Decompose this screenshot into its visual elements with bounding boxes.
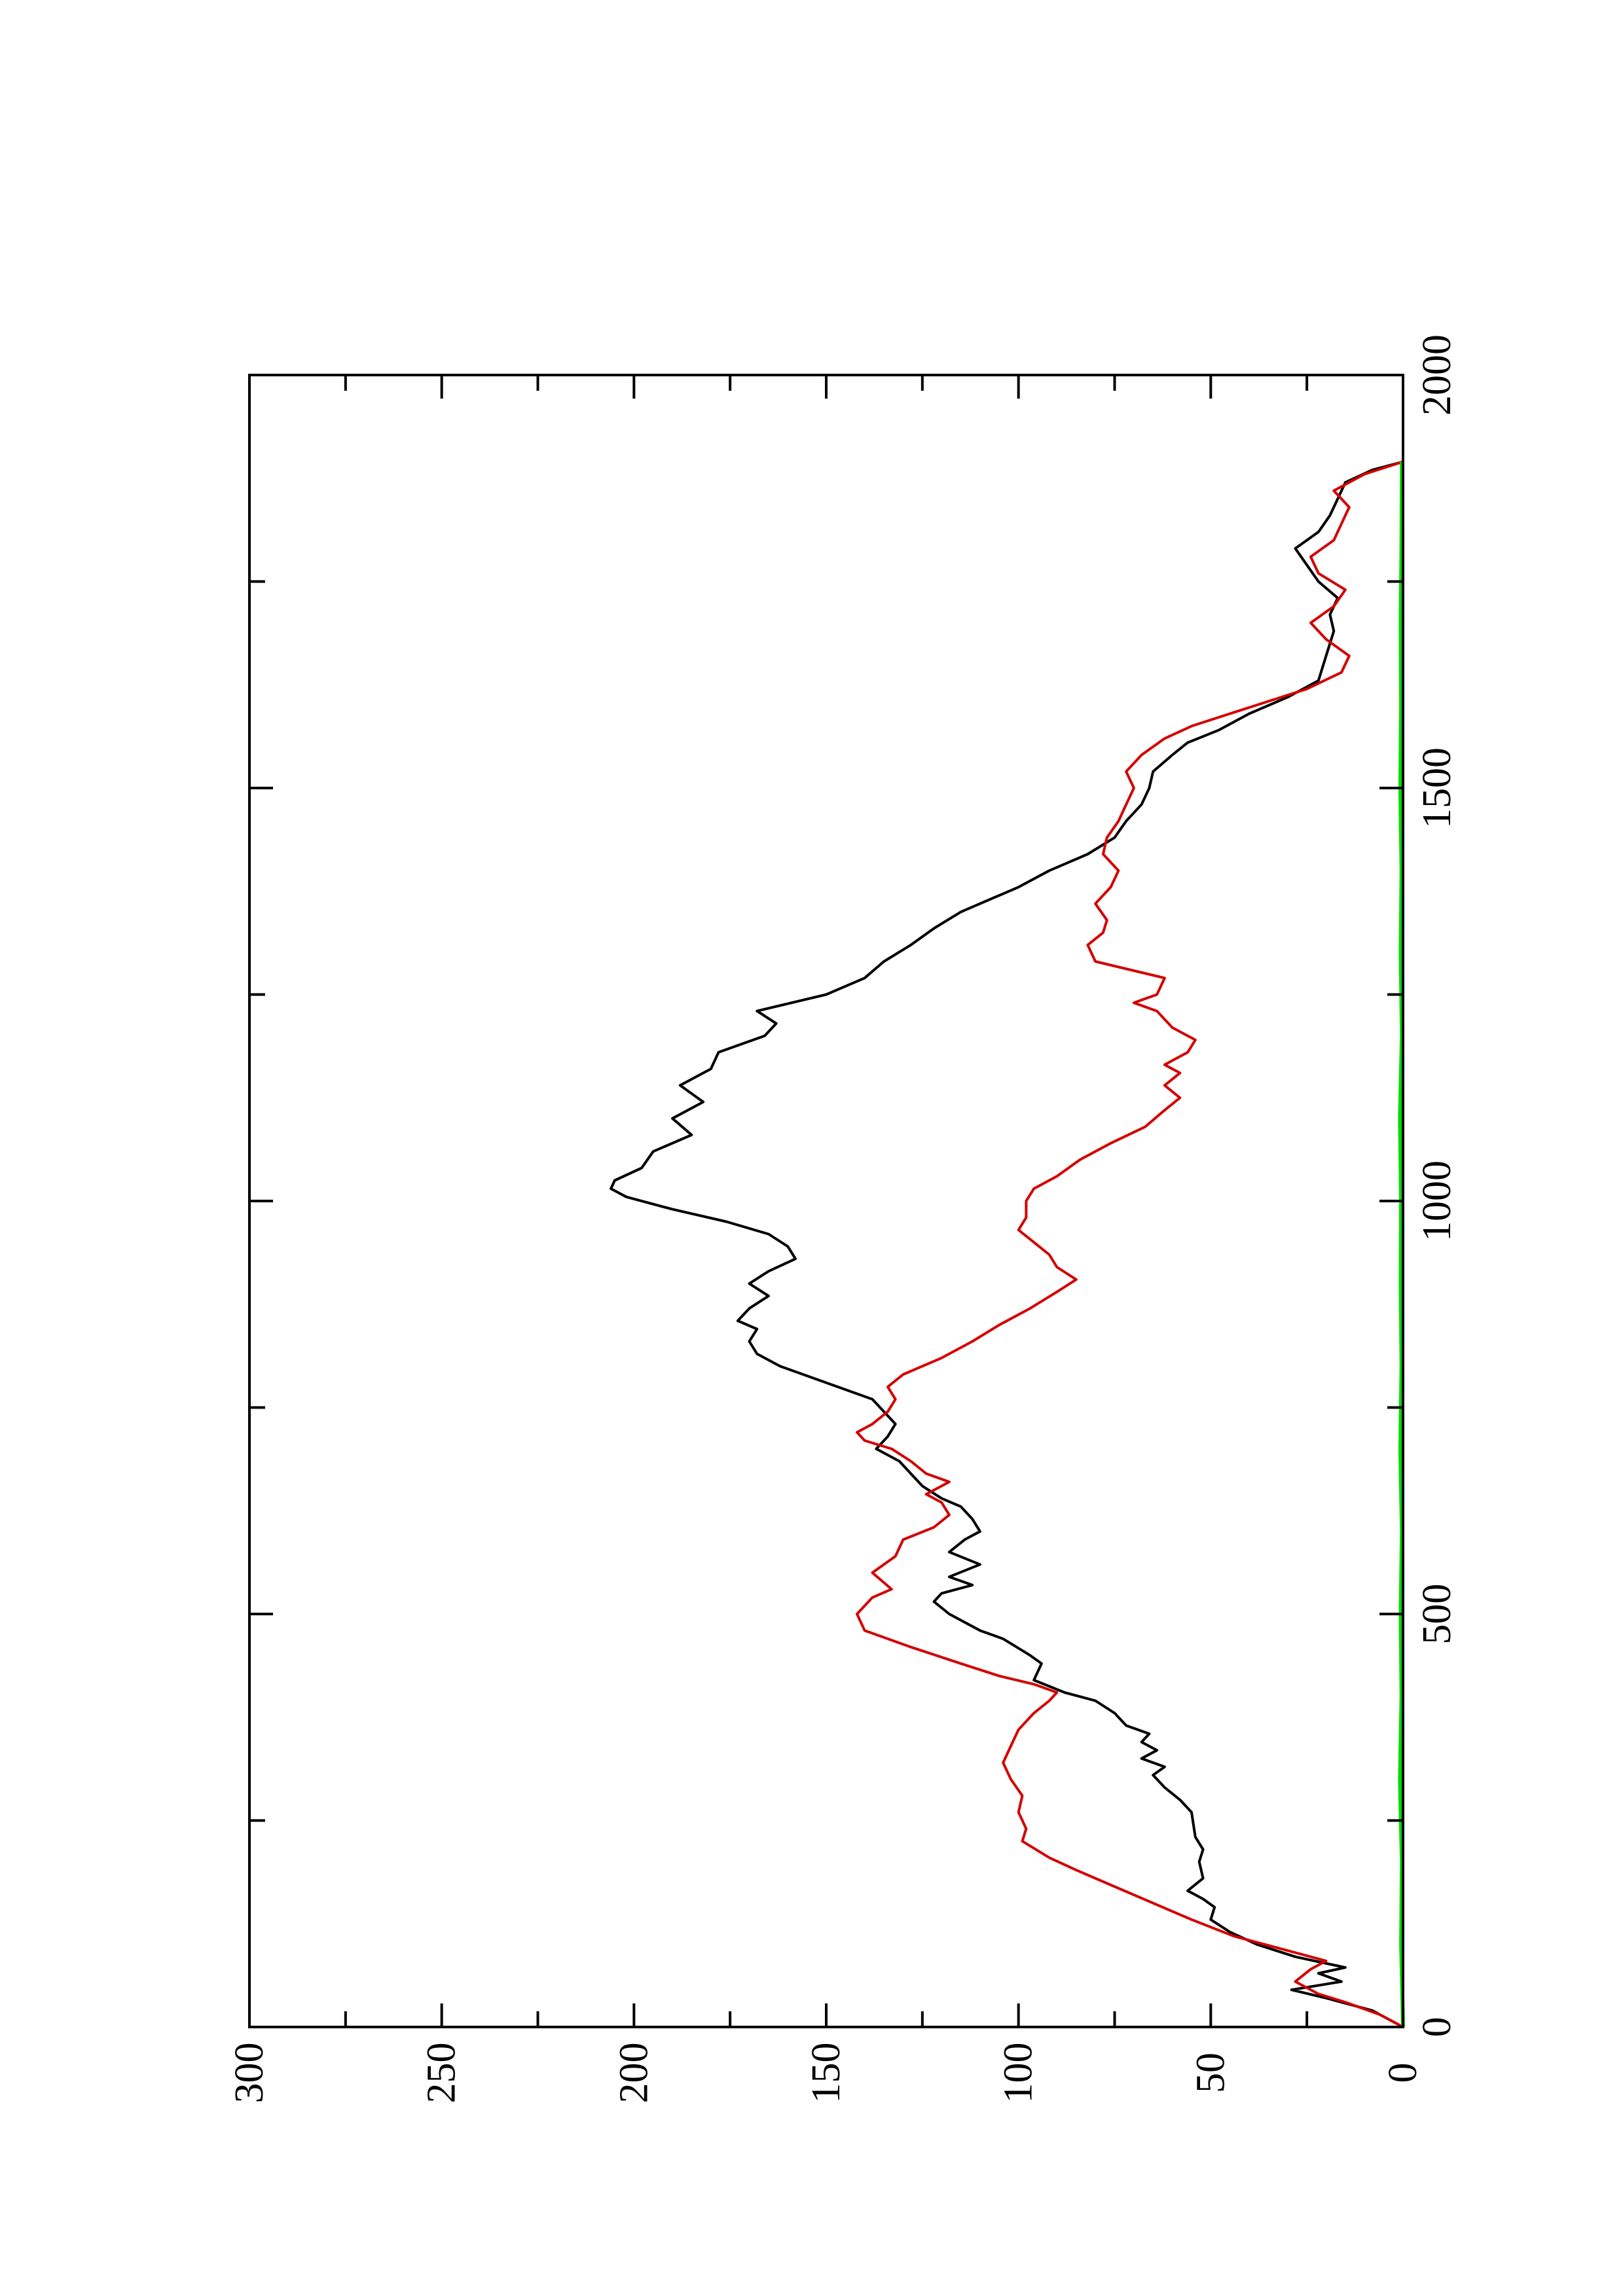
x-tick-label: 1000 xyxy=(1415,1160,1459,1242)
x-tick-label: 1500 xyxy=(1415,747,1459,829)
y-tick-label: 250 xyxy=(420,2043,464,2104)
series-line-1 xyxy=(610,460,1404,2028)
x-tick-label: 500 xyxy=(1415,1584,1459,1645)
series-line-2 xyxy=(856,460,1404,2028)
label-layer: 0 500 1000 1500 2000 0 50 100 150 200 250 300 xyxy=(227,334,1459,2104)
y-tick-label: 300 xyxy=(227,2043,272,2104)
series-line-3 xyxy=(1398,461,1405,2028)
series-layer xyxy=(610,460,1405,2028)
plot-frame xyxy=(248,374,1404,2028)
y-tick-label: 50 xyxy=(1188,2053,1233,2093)
y-tick-label: 100 xyxy=(996,2043,1041,2104)
y-tick-label: 0 xyxy=(1381,2063,1425,2083)
tick-layer xyxy=(248,374,1404,2028)
x-tick-label: 2000 xyxy=(1415,334,1459,416)
y-tick-label: 150 xyxy=(804,2043,848,2104)
x-tick-label: 0 xyxy=(1415,2017,1459,2037)
y-tick-label: 200 xyxy=(611,2043,656,2104)
